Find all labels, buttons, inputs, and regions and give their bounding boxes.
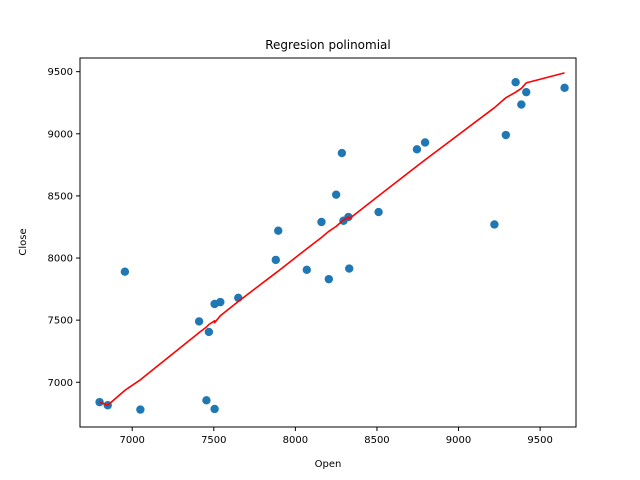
data-point-9 xyxy=(216,297,225,307)
chart-title: Regresion polinomial xyxy=(265,38,390,52)
x-tick-label-9000: 9000 xyxy=(446,435,471,446)
data-point-4 xyxy=(194,317,204,326)
y-tick-label-9000: 9000 xyxy=(48,129,73,140)
y-axis: 7000 7500 8000 8500 9000 9500 xyxy=(48,67,80,389)
data-point-3 xyxy=(136,405,145,414)
y-axis-label: Close xyxy=(18,228,29,255)
y-tick-label-7500: 7500 xyxy=(48,316,73,327)
data-point-0 xyxy=(95,397,104,407)
data-point-13 xyxy=(302,265,311,275)
regression-layer xyxy=(99,72,565,407)
y-tick-label-8000: 8000 xyxy=(48,254,73,265)
points-layer xyxy=(95,78,569,414)
x-axis-label: Open xyxy=(315,459,342,470)
data-point-11 xyxy=(271,255,280,265)
data-point-8 xyxy=(210,404,219,414)
regression-line xyxy=(99,72,565,407)
data-point-25 xyxy=(501,130,511,140)
data-point-14 xyxy=(317,217,326,227)
data-point-22 xyxy=(412,145,422,154)
data-point-17 xyxy=(337,148,347,158)
data-point-20 xyxy=(345,264,354,273)
data-point-26 xyxy=(511,78,520,87)
plot-area xyxy=(79,57,577,428)
y-tick-label-9500: 9500 xyxy=(48,67,73,78)
y-tick-label-7000: 7000 xyxy=(48,378,73,389)
data-point-27 xyxy=(517,100,526,109)
data-point-12 xyxy=(274,226,283,235)
x-tick-label-9500: 9500 xyxy=(527,435,552,446)
data-point-24 xyxy=(490,220,499,229)
x-axis: 7000 7500 8000 8500 9000 9500 xyxy=(119,427,553,446)
data-point-28 xyxy=(522,87,531,97)
data-point-29 xyxy=(560,83,569,93)
data-point-5 xyxy=(202,396,211,405)
x-tick-label-8000: 8000 xyxy=(283,435,308,446)
x-tick-label-7000: 7000 xyxy=(119,435,144,446)
data-point-2 xyxy=(120,267,130,276)
x-tick-label-7500: 7500 xyxy=(201,435,226,446)
data-point-15 xyxy=(324,274,334,284)
data-point-16 xyxy=(331,190,341,199)
data-point-6 xyxy=(204,327,214,337)
x-tick-label-8500: 8500 xyxy=(364,435,389,446)
plot-frame xyxy=(79,57,577,428)
data-point-23 xyxy=(420,138,430,147)
y-tick-label-8500: 8500 xyxy=(48,191,73,202)
data-point-21 xyxy=(374,207,383,217)
